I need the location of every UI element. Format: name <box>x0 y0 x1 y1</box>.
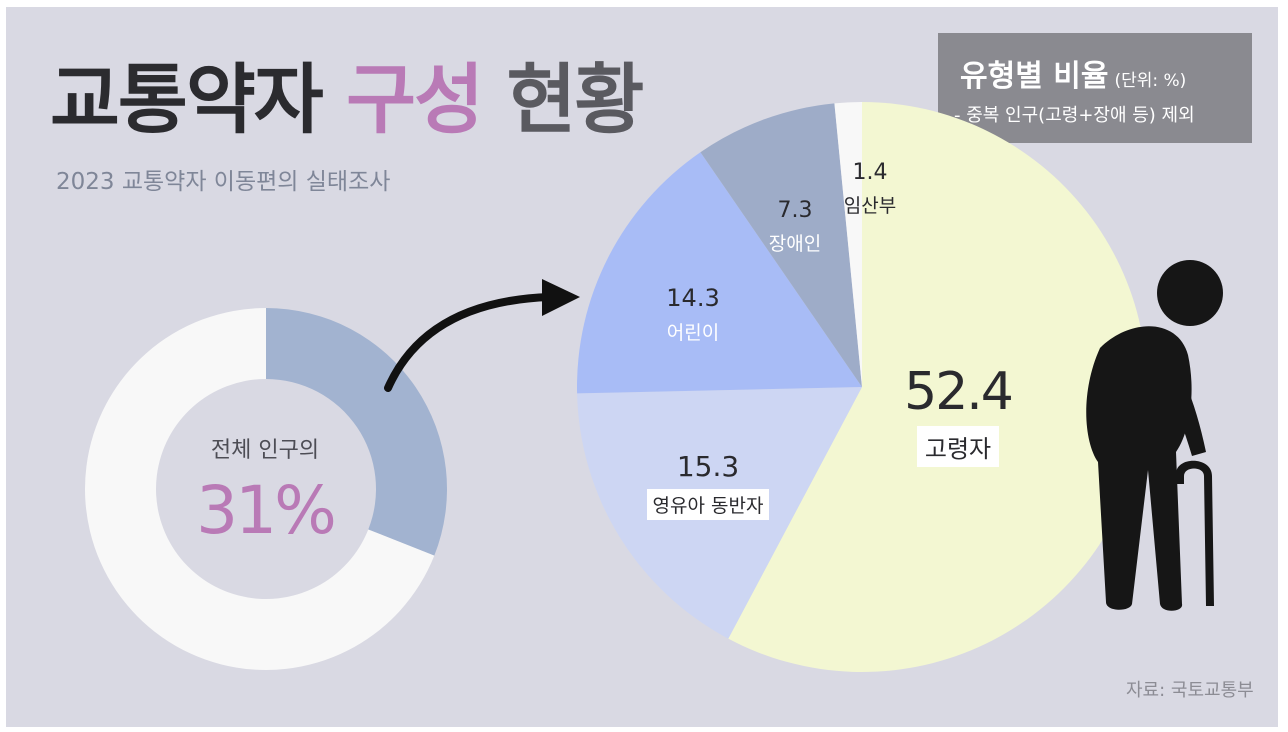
legend-title: 유형별 비율 (단위: %) <box>960 59 1187 94</box>
page-title: 교통약자 구성 현황 <box>50 50 644 150</box>
elderly-person-icon <box>1086 260 1223 611</box>
title-part-3: 현황 <box>506 55 644 144</box>
slice-value-elderly: 52.4 <box>904 362 1014 422</box>
slice-value-pregnant: 1.4 <box>852 160 888 185</box>
slice-value-infant-companion: 15.3 <box>676 450 740 483</box>
title-part-1: 교통약자 <box>50 55 324 144</box>
legend-box: 유형별 비율 (단위: %) - 중복 인구(고령+장애 등) 제외 <box>938 33 1252 143</box>
legend-note: - 중복 인구(고령+장애 등) 제외 <box>954 105 1195 126</box>
pie-slice-pregnant <box>834 102 862 387</box>
pie-slice-elderly <box>728 102 1147 672</box>
page-subtitle: 2023 교통약자 이동편의 실태조사 <box>56 169 391 195</box>
slice-label-disabled: 7.3 장애인 <box>750 198 840 256</box>
title-part-2: 구성 <box>346 55 484 144</box>
slice-label-infant-companion: 15.3 영유아 동반자 <box>618 450 798 520</box>
slice-value-disabled: 7.3 <box>777 198 813 223</box>
legend-unit: (단위: %) <box>1114 71 1187 91</box>
slice-name-infant-companion: 영유아 동반자 <box>646 489 770 520</box>
slice-label-elderly: 52.4 고령자 <box>878 362 1038 467</box>
donut-center-label: 전체 인구의 31% <box>165 432 365 549</box>
slice-value-children: 14.3 <box>666 284 720 312</box>
pie-slice-disabled <box>700 103 862 387</box>
pie-chart <box>577 102 1147 672</box>
slice-name-children: 어린이 <box>666 322 720 344</box>
slice-name-pregnant: 임산부 <box>843 195 897 217</box>
slice-label-pregnant: 1.4 임산부 <box>830 160 910 218</box>
arrow-icon <box>384 279 580 392</box>
slice-name-disabled: 장애인 <box>768 233 822 255</box>
slice-label-children: 14.3 어린이 <box>638 284 748 345</box>
donut-caption: 전체 인구의 <box>210 438 320 463</box>
pie-slice-children <box>577 152 862 394</box>
donut-segment-rest <box>85 308 435 670</box>
donut-value: 31% <box>196 472 337 549</box>
source-note: 자료: 국토교통부 <box>1126 680 1254 701</box>
slice-name-elderly: 고령자 <box>916 426 1000 467</box>
